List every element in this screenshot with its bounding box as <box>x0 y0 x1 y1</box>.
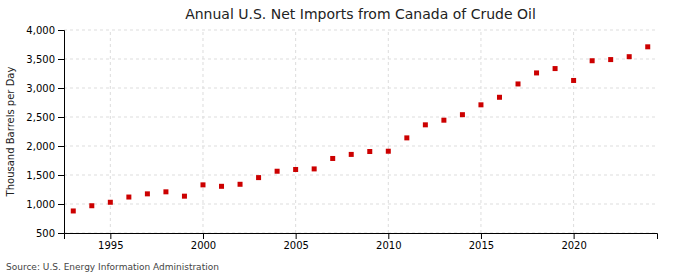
grid-line-y <box>64 146 657 147</box>
tick: 3,500 <box>26 54 64 65</box>
tick-label: 1,000 <box>26 199 55 210</box>
tick-mark <box>481 233 482 239</box>
annotation: Source: U.S. Energy Information Administ… <box>6 262 219 272</box>
tick: 1,000 <box>26 199 64 210</box>
point <box>256 175 261 180</box>
tick: 1995 <box>98 233 123 251</box>
tick: 4,000 <box>26 25 64 36</box>
tick-mark <box>110 233 111 239</box>
point <box>404 135 409 140</box>
grid-line-y <box>64 117 657 118</box>
tick: 1,500 <box>26 170 64 181</box>
tick: 2,500 <box>26 112 64 123</box>
point <box>182 194 187 199</box>
point <box>423 122 428 127</box>
tick-mark <box>58 117 64 118</box>
tick-label: 2000 <box>191 240 216 251</box>
grid-line-x <box>388 30 389 233</box>
point <box>460 112 465 117</box>
tick: 2,000 <box>26 141 64 152</box>
tick: 3,000 <box>26 83 64 94</box>
grid <box>64 30 657 233</box>
axis-line <box>65 234 658 240</box>
tick-mark <box>574 233 575 239</box>
points <box>71 44 650 213</box>
grid-line-y <box>64 30 657 31</box>
tick-mark <box>58 59 64 60</box>
tick-mark <box>58 233 64 234</box>
point <box>312 166 317 171</box>
point <box>293 167 298 172</box>
point <box>163 189 168 194</box>
point <box>349 152 354 157</box>
tick-mark <box>58 146 64 147</box>
point <box>367 149 372 154</box>
y-axis-title: Thousand Barrels per Day <box>5 67 16 198</box>
tick-mark <box>58 88 64 89</box>
tick-label: 2,000 <box>26 141 55 152</box>
tick: 500 <box>36 228 64 239</box>
point <box>478 102 483 107</box>
point <box>275 169 280 174</box>
tick-label: 4,000 <box>26 25 55 36</box>
point <box>219 184 224 189</box>
point <box>145 191 150 196</box>
tick: 2010 <box>376 233 401 251</box>
tick: 2015 <box>469 233 494 251</box>
x-axis: 1995 2000 2005 2010 2015 2020 <box>65 233 658 251</box>
chart-container: 1995 2000 2005 2010 2015 2020 500 1,000 1,500 2,0… <box>0 0 675 275</box>
grid-line-x <box>480 30 481 233</box>
point <box>238 182 243 187</box>
tick-mark <box>203 233 204 239</box>
point <box>534 70 539 75</box>
tick-label: 2,500 <box>26 112 55 123</box>
tick-label: 1,500 <box>26 170 55 181</box>
title: Annual U.S. Net Imports from Canada of C… <box>185 6 536 22</box>
grid-line-x <box>573 30 574 233</box>
tick-label: 1995 <box>98 240 123 251</box>
tick-label: 2015 <box>469 240 494 251</box>
grid-line-y <box>64 175 657 176</box>
point <box>71 208 76 213</box>
chart-svg: 1995 2000 2005 2010 2015 2020 500 1,000 1,500 2,0… <box>0 0 675 275</box>
point <box>571 78 576 83</box>
point <box>200 182 205 187</box>
tick-label: 3,000 <box>26 83 55 94</box>
point <box>108 200 113 205</box>
tick-label: 3,500 <box>26 54 55 65</box>
tick-mark <box>388 233 389 239</box>
point <box>386 149 391 154</box>
tick-label: 2010 <box>376 240 401 251</box>
tick: 2005 <box>283 233 308 251</box>
point <box>645 44 650 49</box>
tick-mark <box>58 30 64 31</box>
tick: 2020 <box>561 233 586 251</box>
grid-line-x <box>295 30 296 233</box>
tick-mark <box>58 204 64 205</box>
point <box>89 203 94 208</box>
point <box>497 95 502 100</box>
tick-label: 2020 <box>561 240 586 251</box>
axis-line <box>58 31 65 234</box>
point <box>441 118 446 123</box>
grid-line-y <box>64 59 657 60</box>
tick-mark <box>296 233 297 239</box>
tick-label: 500 <box>36 228 55 239</box>
tick-mark <box>58 175 64 176</box>
tick: 2000 <box>191 233 216 251</box>
point <box>330 156 335 161</box>
grid-line-x <box>202 30 203 233</box>
grid-line-y <box>64 88 657 89</box>
point <box>627 54 632 59</box>
point <box>126 195 131 200</box>
grid-line-y <box>64 204 657 205</box>
point <box>608 57 613 62</box>
point <box>590 58 595 63</box>
y-axis: 500 1,000 1,500 2,000 2,500 3,000 3,500 4,000 <box>26 25 64 239</box>
point <box>516 81 521 86</box>
tick-label: 2005 <box>283 240 308 251</box>
point <box>553 66 558 71</box>
